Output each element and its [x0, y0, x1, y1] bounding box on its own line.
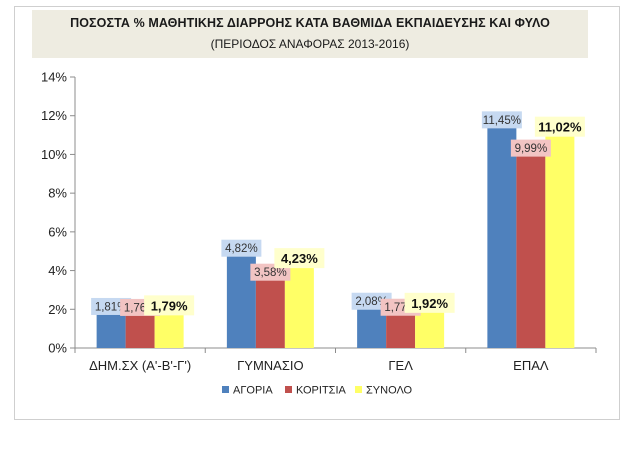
- bar: [125, 313, 155, 348]
- data-label: 9,99%: [515, 143, 548, 155]
- data-label-bg: [481, 111, 522, 129]
- bar: [487, 126, 517, 348]
- data-label: 11,02%: [538, 120, 582, 135]
- data-label: 11,45%: [483, 115, 521, 127]
- x-category-label: ΕΠΑΛ: [513, 358, 549, 373]
- bar: [386, 313, 416, 348]
- data-label-bg: [221, 239, 262, 257]
- title-box: ΠΟΣΟΣΤΑ % ΜΑΘΗΤΙΚΗΣ ΔΙΑΡΡΟΗΣ ΚΑΤΑ ΒΑΘΜΙΔ…: [32, 10, 588, 58]
- chart-title: ΠΟΣΟΣΤΑ % ΜΑΘΗΤΙΚΗΣ ΔΙΑΡΡΟΗΣ ΚΑΤΑ ΒΑΘΜΙΔ…: [70, 16, 550, 30]
- legend-swatch: [222, 386, 229, 393]
- data-label-bg: [534, 116, 585, 137]
- x-category-label: ΓΥΜΝΑΣΙΟ: [237, 358, 303, 373]
- legend-swatch: [355, 386, 362, 393]
- legend-swatch: [285, 386, 292, 393]
- data-label-bg: [274, 248, 325, 269]
- bar: [545, 134, 575, 348]
- y-tick-label: 2%: [48, 302, 67, 317]
- y-tick-label: 6%: [48, 224, 67, 239]
- data-label: 2,08%: [355, 296, 388, 308]
- y-tick-label: 8%: [48, 186, 67, 201]
- data-label: 3,58%: [254, 267, 287, 279]
- legend-label: ΚΟΡΙΤΣΙΑ: [296, 385, 347, 397]
- y-tick-label: 14%: [41, 70, 67, 85]
- x-category-label: ΓΕΛ: [388, 358, 413, 373]
- bar: [96, 312, 126, 348]
- data-label-bg: [404, 292, 455, 313]
- data-label-bg: [510, 139, 551, 157]
- y-tick-label: 12%: [41, 108, 67, 123]
- bar: [154, 313, 184, 348]
- chart-subtitle: (ΠΕΡΙΟΔΟΣ ΑΝΑΦΟΡΑΣ 2013-2016): [210, 37, 410, 51]
- data-label: 1,92%: [411, 296, 448, 311]
- legend-label: ΣΥΝΟΛΟ: [366, 385, 413, 397]
- x-category-label: ΔΗΜ.ΣΧ (Α'-Β'-Γ'): [89, 358, 191, 373]
- y-tick-label: 4%: [48, 263, 67, 278]
- y-tick-label: 10%: [41, 147, 67, 162]
- data-label: 1,81%: [95, 301, 128, 313]
- bar: [255, 278, 285, 348]
- data-label: 4,82%: [225, 243, 258, 255]
- y-tick-label: 0%: [48, 341, 67, 356]
- data-label: 4,23%: [281, 251, 318, 266]
- data-label: 1,79%: [151, 298, 188, 313]
- bar: [415, 310, 445, 348]
- data-label-bg: [144, 295, 195, 316]
- bar: [516, 154, 546, 348]
- legend-label: ΑΓΟΡΙΑ: [233, 385, 273, 397]
